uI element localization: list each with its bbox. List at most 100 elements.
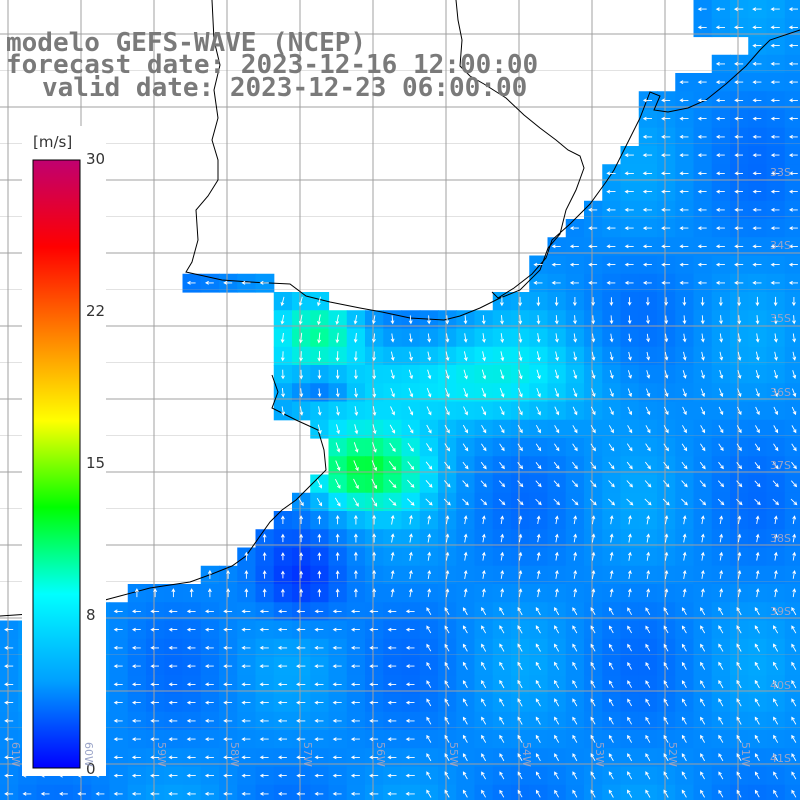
wind-vector-arrow xyxy=(186,609,196,614)
wind-vector-arrow xyxy=(299,351,303,362)
wind-vector-arrow xyxy=(697,80,707,85)
wind-vector-arrow xyxy=(113,755,123,760)
wind-vector-arrow xyxy=(535,443,542,452)
wind-vector-arrow xyxy=(518,296,523,307)
wind-vector-arrow xyxy=(773,679,779,689)
wind-vector-arrow xyxy=(627,716,632,725)
wind-vector-arrow xyxy=(736,606,742,616)
wind-vector-arrow xyxy=(280,314,285,325)
wind-vector-arrow xyxy=(624,171,634,176)
wind-vector-arrow xyxy=(773,406,778,416)
wind-vector-arrow xyxy=(462,643,468,652)
wind-vector-arrow xyxy=(317,369,322,380)
wind-vector-arrow xyxy=(168,700,178,705)
wind-vector-arrow xyxy=(353,514,358,525)
wind-vector-arrow xyxy=(792,515,797,525)
wind-vector-arrow xyxy=(682,515,687,525)
wind-vector-arrow xyxy=(536,406,541,416)
wind-vector-arrow xyxy=(131,791,141,796)
wind-vector-arrow xyxy=(554,606,560,616)
wind-vector-arrow xyxy=(335,570,340,579)
wind-vector-arrow xyxy=(405,664,415,669)
wind-speed-cell xyxy=(346,784,366,800)
wind-vector-arrow xyxy=(131,609,141,614)
wind-vector-arrow xyxy=(791,406,797,416)
wind-vector-arrow xyxy=(773,569,778,579)
wind-vector-arrow xyxy=(606,207,616,212)
wind-vector-arrow xyxy=(131,664,141,669)
wind-vector-arrow xyxy=(408,588,413,598)
wind-vector-arrow xyxy=(754,716,760,725)
latitude-label: 40S xyxy=(770,679,791,692)
colorbar-tick-label: 8 xyxy=(86,606,96,624)
wind-vector-arrow xyxy=(463,515,468,525)
wind-vector-arrow xyxy=(627,388,632,398)
wind-vector-arrow xyxy=(681,498,688,506)
wind-vector-arrow xyxy=(591,569,596,579)
wind-vector-arrow xyxy=(590,480,597,488)
wind-vector-arrow xyxy=(736,625,742,634)
wind-vector-arrow xyxy=(480,480,487,488)
wind-vector-arrow xyxy=(773,551,778,561)
wind-vector-arrow xyxy=(554,789,559,798)
wind-vector-arrow xyxy=(314,700,324,705)
wind-vector-arrow xyxy=(168,627,178,632)
wind-vector-arrow xyxy=(572,607,578,616)
wind-vector-arrow xyxy=(241,664,251,669)
wind-speed-cell xyxy=(73,784,92,800)
wind-vector-arrow xyxy=(734,61,744,66)
wind-vector-arrow xyxy=(589,498,597,506)
wind-vector-arrow xyxy=(755,369,760,379)
wind-vector-arrow xyxy=(113,737,123,742)
wind-vector-arrow xyxy=(4,755,14,760)
wind-vector-arrow xyxy=(609,333,614,343)
wind-vector-arrow xyxy=(754,679,760,689)
wind-vector-arrow xyxy=(226,588,231,598)
wind-vector-arrow xyxy=(354,424,359,435)
wind-vector-arrow xyxy=(791,789,797,798)
wind-vector-arrow xyxy=(444,789,450,798)
wind-speed-cell xyxy=(657,784,676,800)
wind-vector-arrow xyxy=(335,551,340,561)
wind-vector-arrow xyxy=(773,698,779,707)
wind-vector-arrow xyxy=(536,551,541,561)
wind-vector-arrow xyxy=(353,533,358,543)
wind-vector-arrow xyxy=(517,498,524,506)
longitude-label: 53W xyxy=(593,742,606,767)
wind-vector-arrow xyxy=(500,369,505,380)
wind-vector-arrow xyxy=(408,387,414,398)
wind-vector-arrow xyxy=(608,680,614,689)
wind-vector-arrow xyxy=(755,569,760,579)
wind-vector-arrow xyxy=(755,333,760,343)
wind-vector-arrow xyxy=(700,515,705,525)
latitude-label: 36S xyxy=(770,386,791,399)
wind-vector-arrow xyxy=(518,533,523,543)
wind-vector-arrow xyxy=(445,387,450,398)
wind-vector-arrow xyxy=(259,773,269,778)
wind-vector-arrow xyxy=(791,698,797,707)
wind-vector-arrow xyxy=(462,498,469,506)
wind-vector-arrow xyxy=(280,570,285,579)
wind-speed-cell xyxy=(784,638,800,658)
wind-vector-arrow xyxy=(788,153,798,158)
wind-vector-arrow xyxy=(645,388,651,398)
wind-vector-arrow xyxy=(186,627,196,632)
wind-vector-arrow xyxy=(332,682,342,687)
wind-speed-cell xyxy=(456,784,476,800)
wind-vector-arrow xyxy=(788,61,798,66)
wind-vector-arrow xyxy=(718,406,724,416)
wind-vector-arrow xyxy=(241,609,251,614)
wind-vector-arrow xyxy=(679,189,689,194)
wind-vector-arrow xyxy=(332,609,342,614)
wind-vector-arrow xyxy=(609,515,614,525)
wind-vector-arrow xyxy=(773,753,778,762)
wind-vector-arrow xyxy=(788,25,798,30)
wind-vector-arrow xyxy=(645,643,651,652)
wind-vector-arrow xyxy=(499,406,505,416)
wind-vector-arrow xyxy=(369,755,379,760)
wind-vector-arrow xyxy=(590,425,596,434)
wind-speed-cell xyxy=(438,784,457,800)
wind-vector-arrow xyxy=(223,645,233,650)
wind-vector-arrow xyxy=(646,569,651,579)
wind-vector-arrow xyxy=(697,134,707,139)
